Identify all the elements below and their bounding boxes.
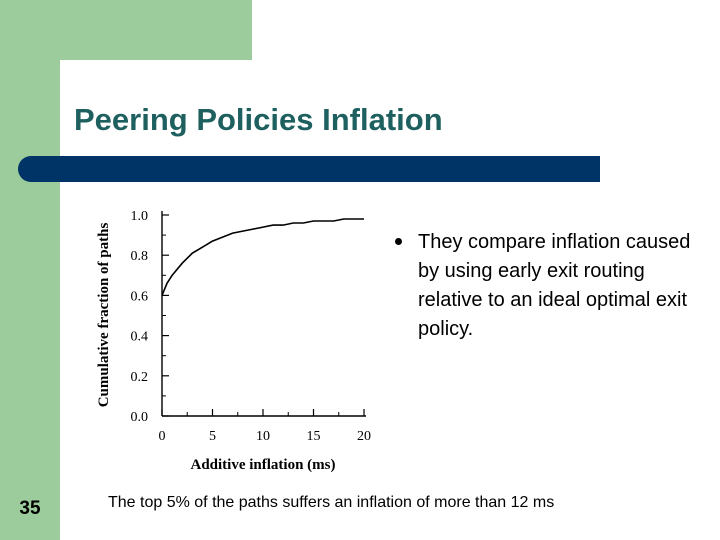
title-underline-bar — [18, 156, 600, 182]
x-tick-label: 5 — [209, 429, 216, 444]
y-axis-label: Cumulative fraction of paths — [96, 223, 112, 408]
bullet-item: They compare inflation caused by using e… — [392, 228, 692, 344]
slide-caption: The top 5% of the paths suffers an infla… — [108, 494, 555, 511]
y-tick-label: 1.0 — [131, 209, 149, 224]
x-tick-label: 15 — [307, 429, 321, 444]
x-axis-label: Additive inflation (ms) — [190, 457, 335, 473]
chart-axes — [161, 211, 366, 417]
slide-number: 35 — [19, 498, 41, 519]
bullet-text: They compare inflation caused by using e… — [418, 231, 691, 340]
x-tick-label: 0 — [159, 429, 166, 444]
bullet-dot-icon — [395, 238, 402, 245]
chart-ticks: 0.0 0.2 0.4 0.6 0.8 1.0 0 5 10 15 20 — [131, 209, 372, 444]
x-tick-label: 10 — [256, 429, 270, 444]
series-line — [161, 218, 364, 296]
y-tick-label: 0.6 — [131, 289, 149, 304]
green-left-band — [0, 0, 60, 540]
bullet-list: They compare inflation caused by using e… — [392, 228, 692, 344]
slide-title: Peering Policies Inflation — [74, 102, 443, 137]
y-tick-label: 0.4 — [131, 330, 149, 345]
x-tick-label: 20 — [357, 429, 371, 444]
y-tick-label: 0.8 — [131, 249, 149, 264]
cdf-chart: 0.0 0.2 0.4 0.6 0.8 1.0 0 5 10 15 20 Additive infl… — [96, 209, 372, 473]
y-tick-label: 0.2 — [131, 370, 149, 385]
green-top-band — [60, 0, 252, 60]
content-corner — [60, 60, 120, 120]
y-tick-label: 0.0 — [131, 410, 149, 425]
